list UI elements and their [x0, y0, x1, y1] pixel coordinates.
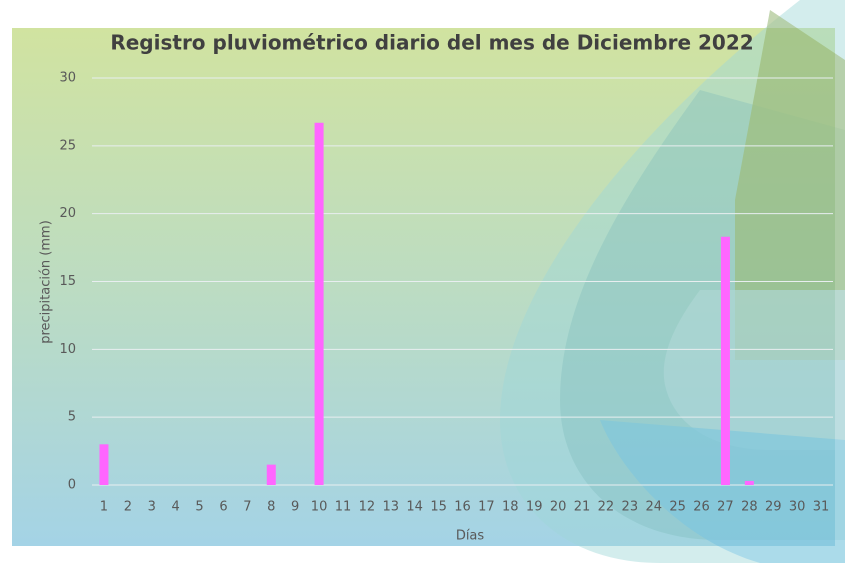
- bar: [744, 480, 754, 485]
- x-tick-label: 10: [311, 500, 328, 515]
- y-tick-label: 10: [59, 342, 76, 357]
- x-tick-label: 28: [741, 500, 758, 515]
- x-tick-label: 19: [526, 500, 543, 515]
- x-tick-label: 20: [550, 500, 567, 515]
- x-tick-label: 21: [574, 500, 591, 515]
- x-tick-label: 11: [335, 500, 352, 515]
- plot-background: [12, 28, 835, 546]
- y-axis-label: precipitación (mm): [39, 220, 54, 344]
- x-tick-label: 30: [789, 500, 806, 515]
- chart-title: Registro pluviométrico diario del mes de…: [110, 31, 753, 55]
- x-tick-label: 14: [406, 500, 423, 515]
- x-tick-label: 5: [195, 500, 203, 515]
- x-tick-label: 3: [148, 500, 156, 515]
- x-tick-label: 9: [291, 500, 299, 515]
- x-tick-label: 15: [430, 500, 447, 515]
- bar: [266, 464, 276, 485]
- x-tick-label: 27: [717, 500, 734, 515]
- x-axis-label: Días: [456, 529, 485, 544]
- x-tick-label: 23: [622, 500, 639, 515]
- x-tick-label: 16: [454, 500, 471, 515]
- y-tick-label: 30: [59, 71, 76, 86]
- x-tick-label: 8: [267, 500, 275, 515]
- bar: [314, 122, 324, 486]
- y-tick-label: 20: [59, 206, 76, 221]
- x-tick-label: 4: [172, 500, 180, 515]
- x-tick-label: 29: [765, 500, 782, 515]
- x-tick-label: 25: [669, 500, 686, 515]
- x-tick-label: 7: [243, 500, 251, 515]
- y-tick-label: 15: [59, 274, 76, 289]
- x-tick-label: 1: [100, 500, 108, 515]
- x-tick-label: 6: [219, 500, 227, 515]
- x-tick-label: 2: [124, 500, 132, 515]
- x-tick-label: 24: [645, 500, 662, 515]
- x-tick-label: 18: [502, 500, 519, 515]
- y-tick-label: 5: [68, 410, 76, 425]
- y-tick-label: 0: [68, 478, 76, 493]
- y-tick-label: 25: [59, 138, 76, 153]
- x-tick-label: 22: [598, 500, 615, 515]
- x-tick-label: 26: [693, 500, 710, 515]
- x-tick-label: 12: [359, 500, 376, 515]
- bar: [720, 236, 730, 485]
- x-tick-label: 31: [813, 500, 830, 515]
- x-tick-label: 13: [383, 500, 400, 515]
- bar: [99, 444, 109, 485]
- x-tick-label: 17: [478, 500, 495, 515]
